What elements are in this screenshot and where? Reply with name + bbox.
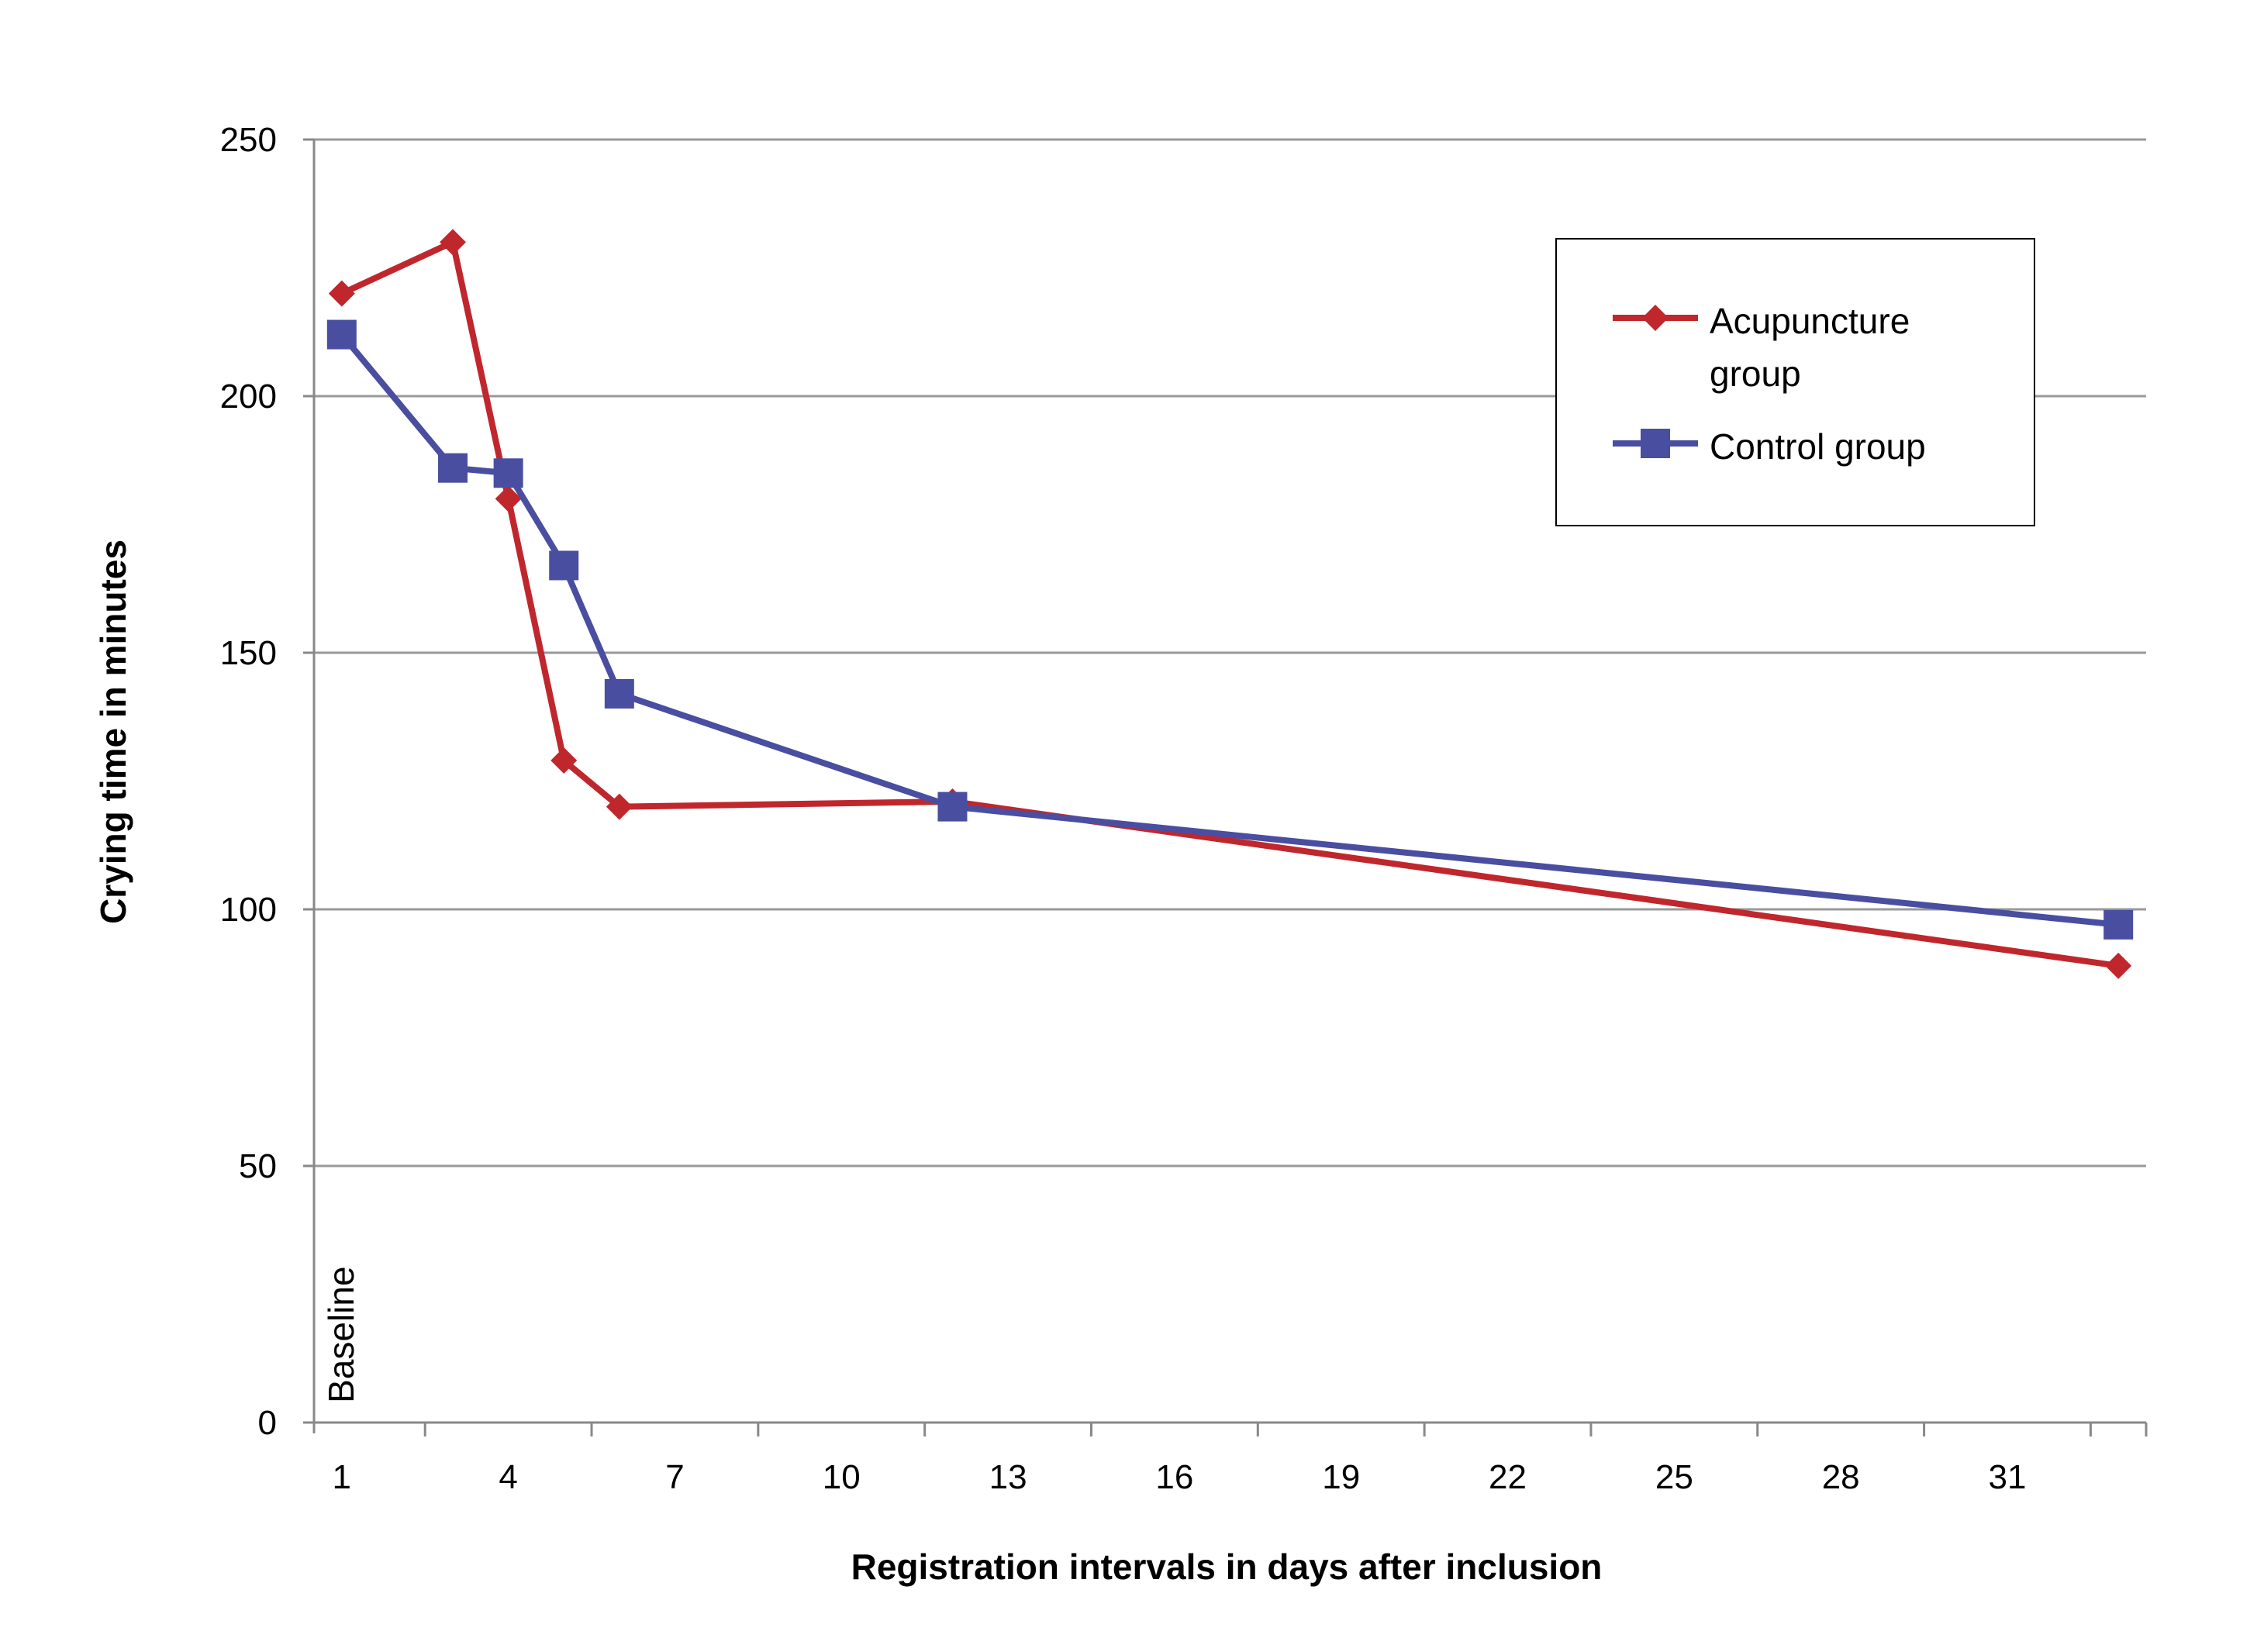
legend-label-control: Control group	[1710, 426, 1926, 467]
legend-marker-control	[1641, 429, 1670, 458]
legend-box	[1555, 238, 2035, 526]
x-tick-label-16: 16	[1155, 1458, 1193, 1496]
legend-label-acupuncture: Acupuncture	[1710, 301, 1910, 341]
y-tick-label-100: 100	[220, 891, 277, 929]
x-tick-label-25: 25	[1655, 1458, 1693, 1496]
legend-marker-acupuncture	[1642, 305, 1669, 331]
y-tick-label-50: 50	[239, 1147, 277, 1185]
data-point-acupuncture	[495, 485, 522, 512]
y-tick-label-0: 0	[258, 1404, 277, 1442]
data-point-control	[937, 792, 968, 822]
y-tick-label-200: 200	[220, 378, 277, 416]
y-tick-label-250: 250	[220, 121, 277, 159]
x-tick-label-22: 22	[1489, 1458, 1527, 1496]
x-tick-label-10: 10	[823, 1458, 861, 1496]
data-point-control	[549, 550, 579, 581]
data-point-acupuncture	[328, 280, 355, 307]
x-tick-label-31: 31	[1989, 1458, 2027, 1496]
y-tick-label-150: 150	[220, 634, 277, 672]
legend-entries: Acupuncture group Control group	[1613, 301, 1926, 467]
data-point-acupuncture	[550, 747, 578, 774]
y-axis-title: Crying time in minutes	[93, 540, 133, 924]
legend-label-acupuncture: group	[1710, 354, 1801, 394]
axes	[303, 138, 2148, 1436]
annotations: Baseline	[321, 1266, 361, 1402]
legend: Acupuncture group Control group	[1555, 238, 2035, 526]
x-tick-label-4: 4	[499, 1458, 517, 1496]
data-point-control	[2103, 909, 2134, 940]
annotation-baseline: Baseline	[321, 1266, 361, 1402]
x-tick-label-1: 1	[333, 1458, 351, 1496]
data-point-acupuncture	[606, 793, 633, 820]
x-axis-title: Registration intervals in days after inc…	[851, 1547, 1603, 1587]
x-tick-label-13: 13	[989, 1458, 1027, 1496]
data-point-acupuncture	[2105, 952, 2132, 979]
tick-labels: 0 50 100 150 200 250 1 4 7 10 13 16 19 22 25 28 31	[220, 121, 2027, 1496]
data-point-control	[438, 453, 468, 483]
data-point-control	[604, 678, 634, 709]
data-point-control	[493, 458, 523, 488]
data-point-acupuncture	[440, 229, 467, 256]
x-tick-label-19: 19	[1322, 1458, 1360, 1496]
series-control	[326, 319, 2134, 940]
data-series	[326, 229, 2134, 979]
x-tick-label-7: 7	[665, 1458, 684, 1496]
data-point-control	[326, 319, 357, 350]
x-tick-label-28: 28	[1822, 1458, 1860, 1496]
